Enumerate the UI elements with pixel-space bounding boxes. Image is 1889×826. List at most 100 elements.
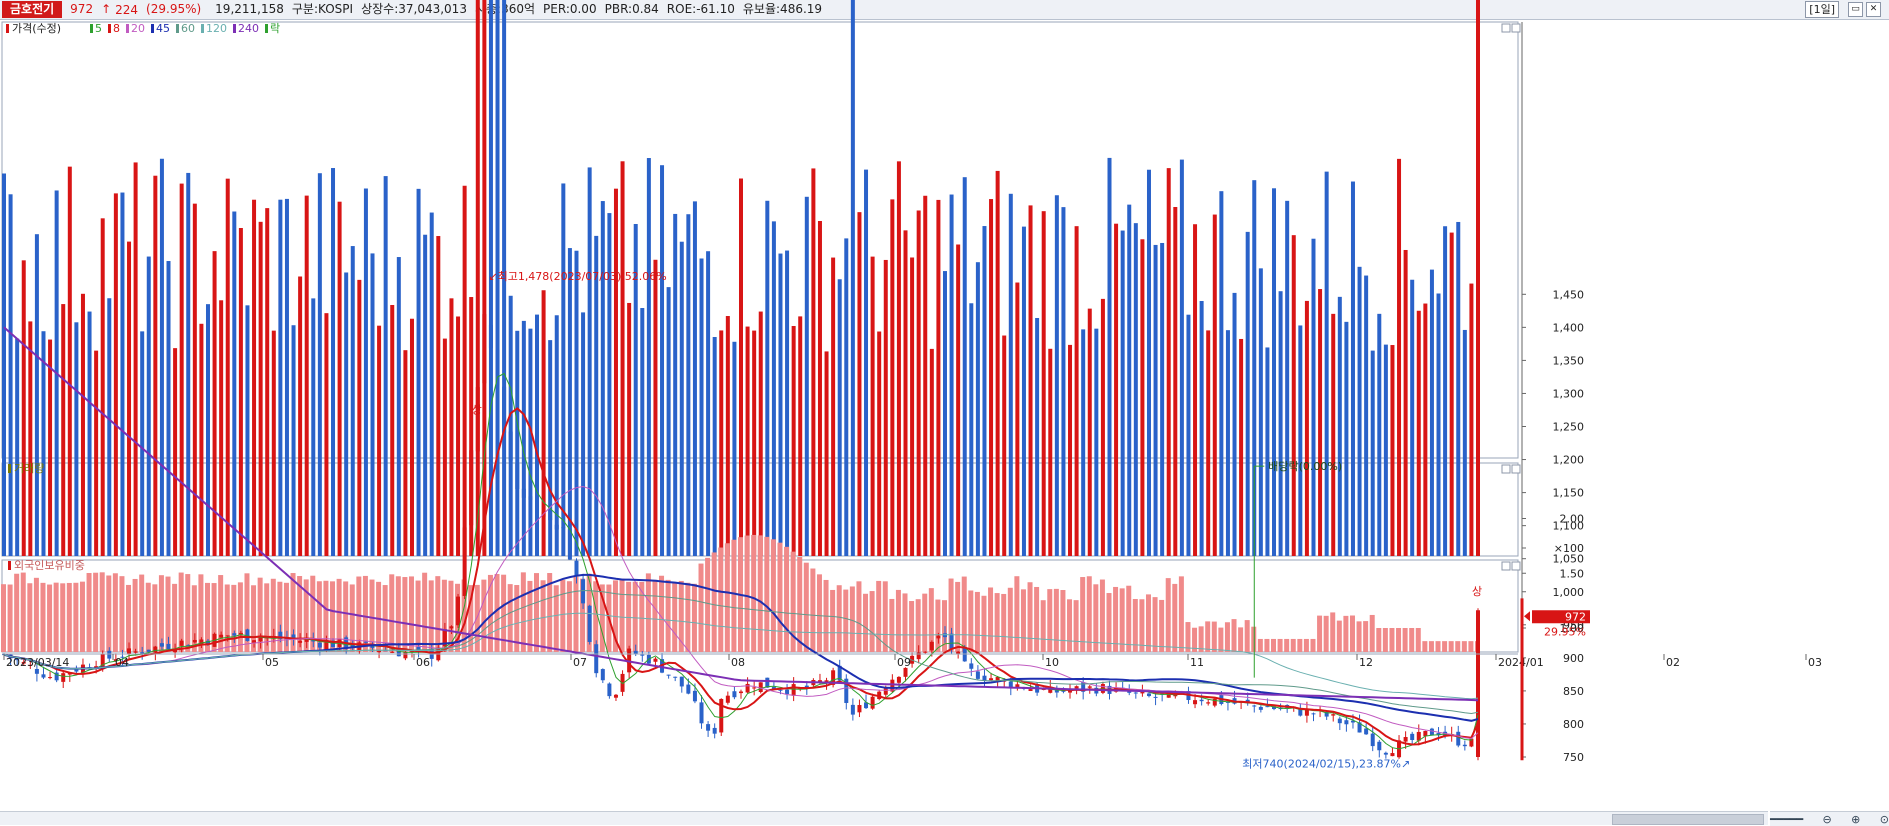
candle-body — [94, 666, 99, 669]
foreign-ratio-bar — [843, 589, 849, 652]
volume-bar — [1140, 239, 1145, 556]
foreign-ratio-bar — [1020, 589, 1026, 652]
volume-bar — [1423, 303, 1428, 556]
volume-bar — [778, 253, 783, 556]
x-label-9: 12 — [1359, 656, 1373, 669]
lock-legend[interactable]: 락 — [270, 22, 280, 35]
volume-bar — [225, 178, 230, 556]
price-tick-3: 1,300 — [1553, 387, 1585, 400]
volume-bar — [923, 195, 928, 556]
zoom-in-icon[interactable]: ⊕ — [1851, 812, 1861, 826]
reserve-ratio: 유보율:486.19 — [742, 2, 823, 16]
candle-body — [1074, 686, 1079, 689]
candle-body — [574, 560, 579, 576]
per-value: PER:0.00 — [543, 2, 597, 16]
candle-body — [238, 632, 243, 635]
scroll-thumb[interactable] — [1612, 814, 1764, 825]
volume-bar — [363, 188, 368, 556]
volume-bar — [1252, 180, 1257, 557]
foreign-ratio-bar — [27, 583, 33, 652]
foreign-ratio-bar — [514, 585, 520, 652]
ma-legend-60[interactable]: 60 — [181, 22, 195, 35]
volume-bar — [1357, 266, 1362, 556]
foreign-ratio-bar — [1113, 586, 1119, 652]
foreign-ratio-bar — [428, 580, 434, 652]
panel-close-icon-1[interactable] — [1511, 464, 1521, 474]
candle-body — [1146, 693, 1151, 697]
ma-legend-20[interactable]: 20 — [131, 22, 145, 35]
volume-bar — [304, 195, 309, 556]
stock-name[interactable]: 금호전기 — [2, 1, 63, 18]
price-panel-label[interactable]: 가격(수정) — [12, 22, 61, 35]
panel-close-icon-0[interactable] — [1511, 23, 1521, 33]
volume-bar — [752, 330, 757, 556]
foreign-ratio-bar — [895, 589, 901, 652]
zoom-slider-icon[interactable]: ━━━━━ — [1770, 812, 1804, 826]
candle-body — [1456, 731, 1461, 746]
volume-bar — [1061, 207, 1066, 556]
foreign-ratio-bar — [1086, 576, 1092, 652]
listed-shares: 상장수:37,043,013 — [361, 2, 467, 16]
foreign-ratio-bar — [1389, 628, 1395, 652]
volume-bar — [791, 325, 796, 556]
close-icon[interactable]: ✕ — [1866, 2, 1881, 17]
volume-bar — [1186, 314, 1191, 556]
volume-bar — [1002, 335, 1007, 556]
ma-legend-240[interactable]: 240 — [238, 22, 259, 35]
foreign-ratio-bar — [1205, 621, 1211, 652]
foreign-ratio-bar — [974, 591, 980, 652]
panel-max-icon-1[interactable] — [1501, 464, 1511, 474]
volume-panel-label[interactable]: 거래량 — [14, 462, 44, 475]
volume-bar — [712, 337, 717, 556]
foreign-ratio-bar — [310, 575, 316, 652]
volume-bar — [877, 331, 882, 556]
volume-bar — [1081, 329, 1086, 556]
zoom-out-icon[interactable]: ⊖ — [1822, 812, 1832, 826]
candle-body — [706, 724, 711, 731]
price-tick-8: 1,050 — [1553, 553, 1585, 566]
chart-scrollbar[interactable] — [0, 811, 1768, 825]
foreign-ratio-bar — [60, 583, 66, 652]
foreign-ratio-bar — [1060, 590, 1066, 652]
minimize-icon[interactable]: ▭ — [1848, 2, 1863, 17]
x-label-1: 04 — [115, 656, 129, 669]
foreign-ratio-bar — [408, 576, 414, 652]
volume-bar — [1370, 350, 1375, 556]
foreign-ratio-bar — [534, 573, 540, 652]
volume-bar — [469, 297, 474, 556]
panel-close-icon-2[interactable] — [1511, 561, 1521, 571]
candle-body — [528, 496, 533, 500]
panel-max-icon-0[interactable] — [1501, 23, 1511, 33]
period-selector[interactable]: [1일] — [1805, 1, 1839, 18]
foreign-ratio-bar — [902, 593, 908, 652]
candle-body — [627, 648, 632, 673]
zoom-reset-icon[interactable]: ⊙ — [1879, 812, 1889, 826]
foreign-ratio-bar — [547, 573, 553, 652]
volume-bar — [245, 305, 250, 556]
price-change-pct: (29.95%) — [146, 2, 202, 16]
ma-legend-45[interactable]: 45 — [156, 22, 170, 35]
volume-bar — [824, 351, 829, 556]
candle-body — [482, 314, 487, 384]
volume-bar — [1239, 338, 1244, 556]
price-tick-9: 1,000 — [1553, 586, 1585, 599]
volume-bar — [521, 320, 526, 556]
candle-body — [673, 676, 678, 678]
volume-bar — [1153, 244, 1158, 556]
foreign-ratio-bar — [178, 572, 184, 652]
foreign-ratio-bar — [626, 581, 632, 652]
ma-legend-5[interactable]: 5 — [95, 22, 102, 35]
volume-bar — [456, 316, 461, 556]
panel-max-icon-2[interactable] — [1501, 561, 1511, 571]
ma-legend-120[interactable]: 120 — [206, 22, 227, 35]
foreign-ratio-bar — [422, 572, 428, 652]
foreign-ratio-bar — [1014, 576, 1020, 652]
volume-bar — [804, 196, 809, 556]
ma-legend-8[interactable]: 8 — [113, 22, 120, 35]
volume-bar — [1008, 193, 1013, 557]
foreign-panel-label[interactable]: 외국인보유비중 — [14, 559, 85, 572]
candle-body — [140, 652, 145, 654]
foreign-ratio-bar — [849, 586, 855, 652]
foreign-ratio-bar — [66, 582, 72, 652]
